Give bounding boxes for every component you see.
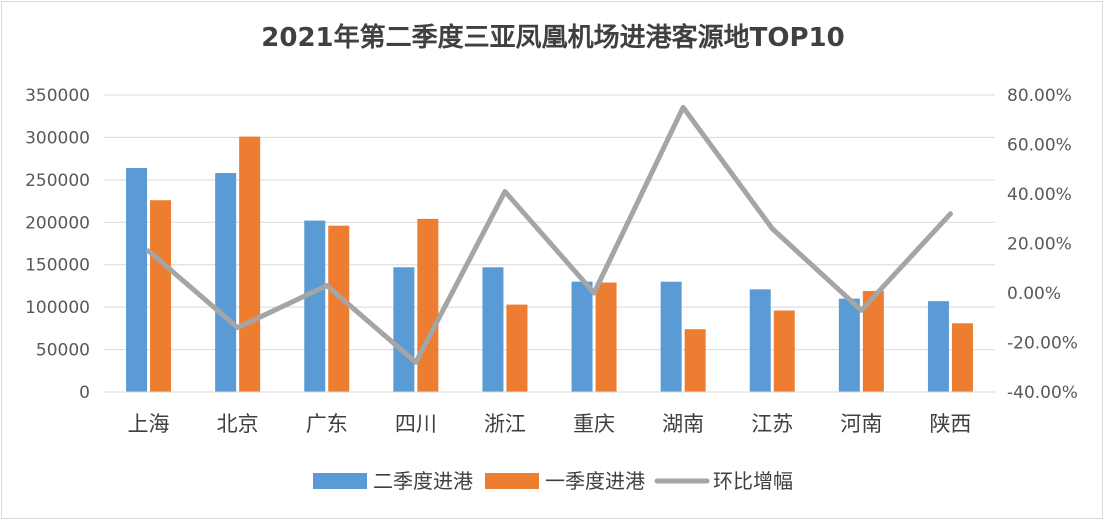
bar	[304, 220, 326, 392]
bar	[126, 167, 148, 392]
category-label: 陕西	[929, 412, 971, 436]
bar	[927, 301, 949, 392]
left-tick-label: 50000	[36, 341, 90, 361]
bar	[482, 267, 504, 392]
category-label: 四川	[395, 412, 437, 436]
bar-series	[126, 136, 973, 392]
left-tick-label: 350000	[25, 86, 90, 106]
legend: 二季度进港 一季度进港 环比增幅	[313, 469, 793, 493]
line-series	[146, 104, 953, 365]
bar	[749, 289, 771, 392]
right-tick-label: 40.00%	[1007, 185, 1072, 205]
right-tick-label: -20.00%	[1007, 334, 1078, 354]
bar	[150, 200, 172, 392]
left-tick-label: 200000	[25, 213, 90, 233]
bar	[773, 310, 795, 392]
left-y-axis: 0 50000 100000 150000 200000 250000 300000 3500…	[25, 86, 90, 403]
category-label: 北京	[217, 412, 259, 436]
left-tick-label: 150000	[25, 256, 90, 276]
legend-swatch	[485, 473, 539, 489]
bar	[506, 304, 528, 392]
bar	[595, 282, 617, 392]
x-axis: 上海 北京 广东 四川 浙江 重庆 湖南 江苏 河南 陕西	[104, 391, 995, 436]
category-label: 上海	[128, 412, 170, 436]
series-line	[146, 104, 953, 365]
category-label: 浙江	[484, 412, 526, 436]
right-tick-label: 0.00%	[1007, 284, 1061, 304]
left-tick-label: 100000	[25, 298, 90, 318]
bar	[417, 218, 439, 392]
chart-title: 2021年第二季度三亚凤凰机场进港客源地TOP10	[261, 22, 844, 53]
left-tick-label: 0	[79, 383, 90, 403]
right-tick-label: 80.00%	[1007, 86, 1072, 106]
right-tick-label: 20.00%	[1007, 235, 1072, 255]
legend-swatch	[313, 473, 367, 489]
right-y-axis: -40.00% -20.00% 0.00% 20.00% 40.00% 60.00% 80.…	[1007, 86, 1078, 403]
category-label: 重庆	[573, 412, 615, 436]
bar	[328, 225, 350, 392]
category-label: 湖南	[662, 412, 704, 436]
bar	[660, 281, 682, 392]
category-label: 江苏	[751, 412, 793, 436]
legend-label: 一季度进港	[545, 469, 645, 493]
bar	[239, 136, 261, 392]
legend-label: 二季度进港	[373, 469, 473, 493]
legend-label: 环比增幅	[713, 469, 793, 493]
bar	[215, 173, 237, 392]
category-label: 河南	[840, 412, 882, 436]
bar	[862, 291, 884, 392]
bar	[684, 329, 706, 392]
right-tick-label: 60.00%	[1007, 136, 1072, 156]
right-tick-label: -40.00%	[1007, 383, 1078, 403]
bar	[571, 281, 593, 392]
left-tick-label: 300000	[25, 128, 90, 148]
bar	[838, 298, 860, 392]
category-label: 广东	[306, 412, 348, 436]
left-tick-label: 250000	[25, 171, 90, 191]
bar	[951, 323, 973, 392]
bar	[393, 267, 415, 392]
